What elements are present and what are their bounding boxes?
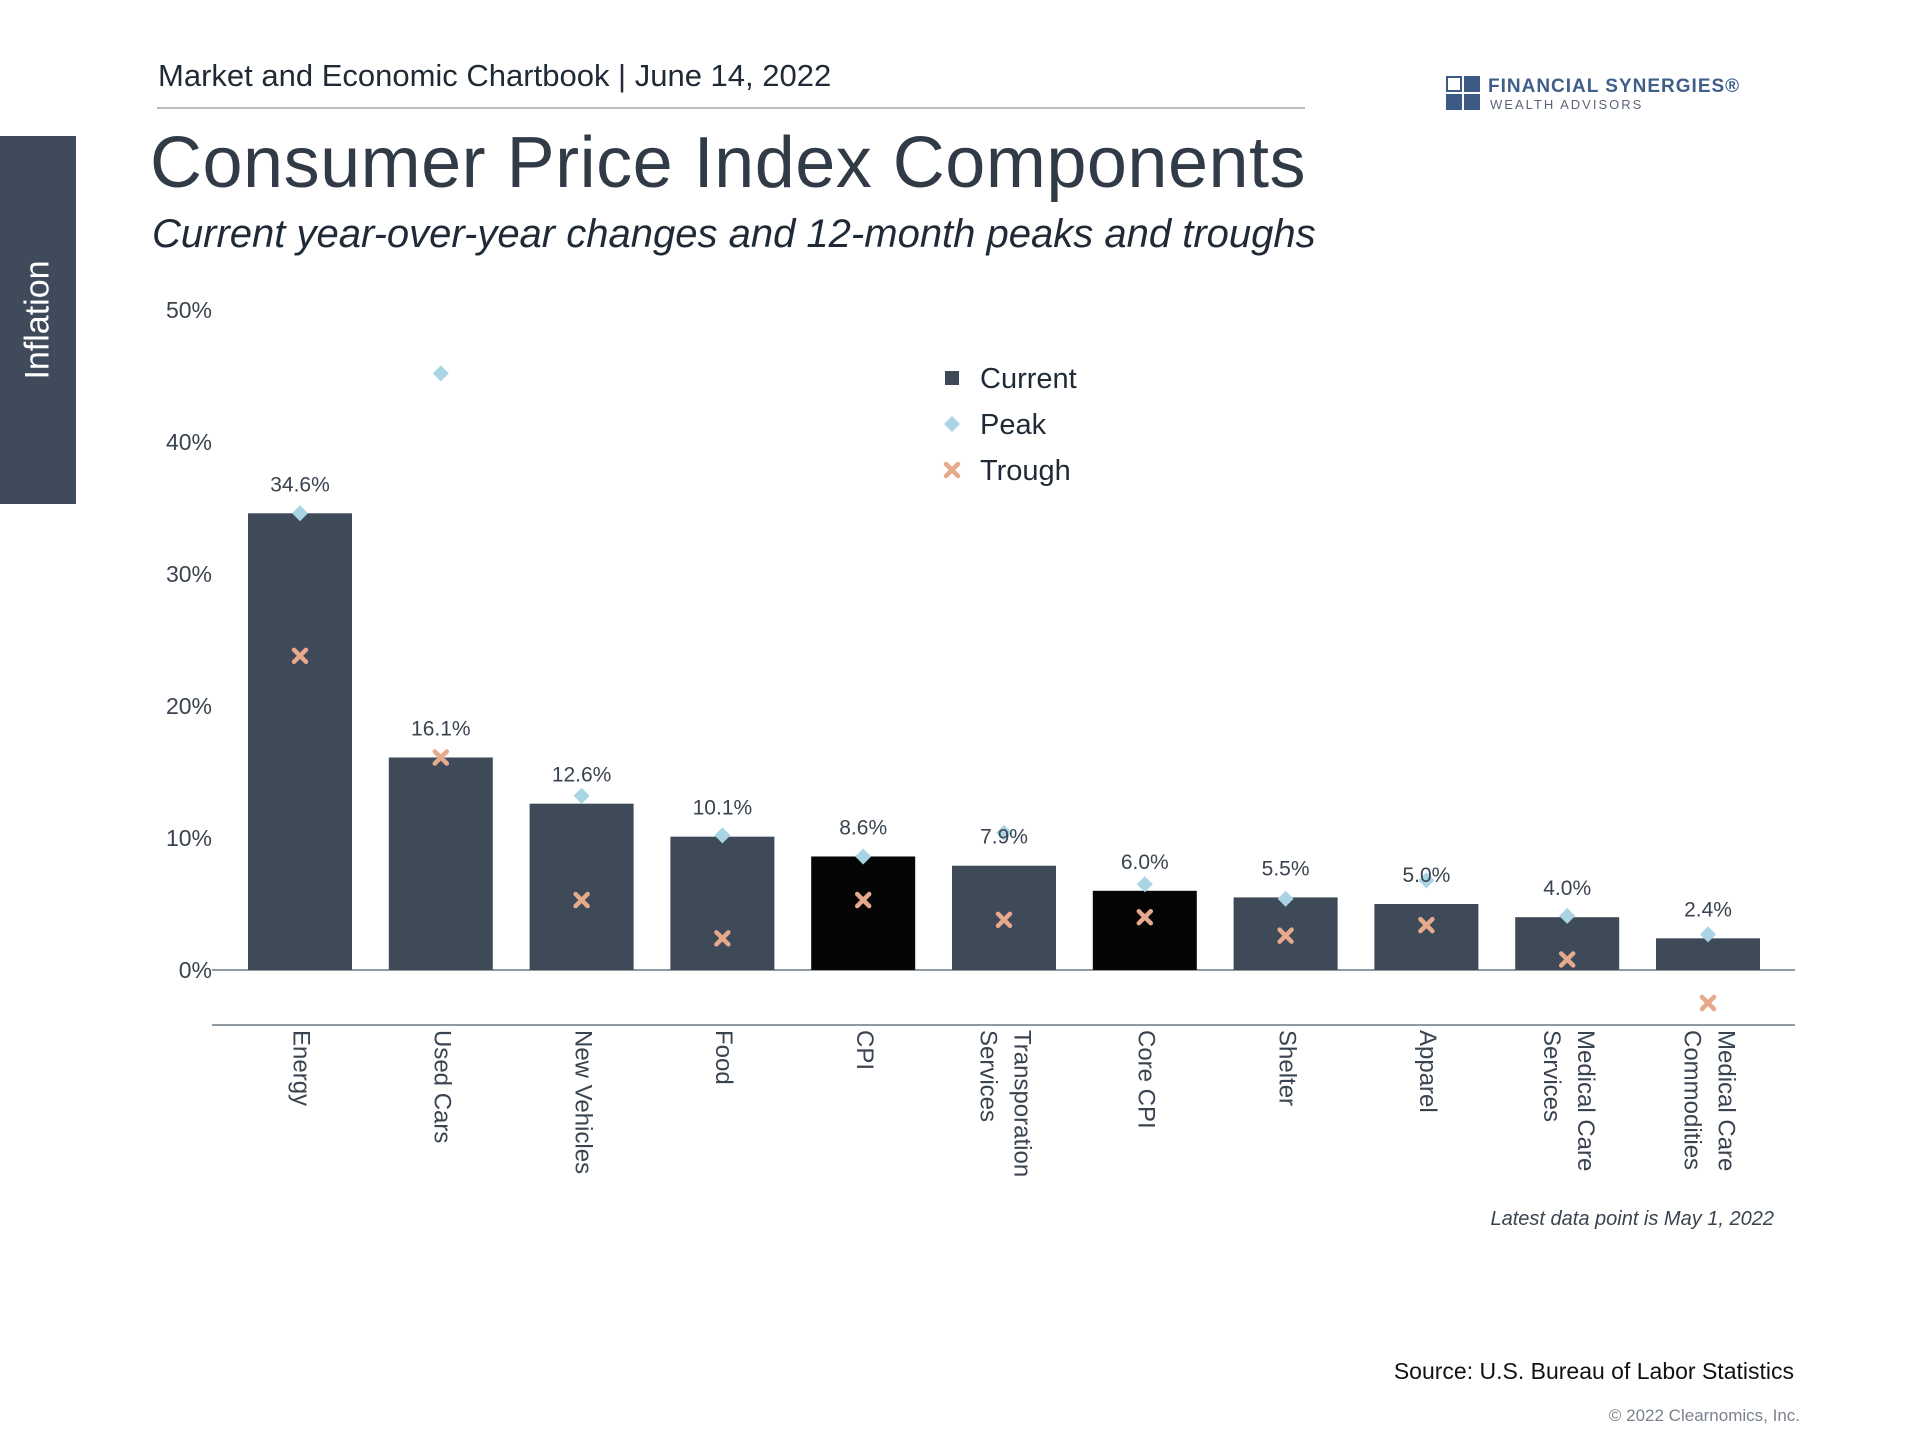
x-tick-label-shelter: Shelter (1273, 1030, 1300, 1106)
company-logo: FINANCIAL SYNERGIES® WEALTH ADVISORS (1446, 74, 1766, 114)
y-tick-label: 10% (166, 825, 212, 851)
peak-marker-used-cars (432, 365, 449, 382)
legend-swatch-trough (943, 461, 961, 479)
y-tick-label: 0% (179, 957, 212, 983)
y-tick-label: 50% (166, 297, 212, 323)
data-labels: 34.6% 16.1% 12.6% 10.1% 8.6% 7.9% 6.0% 5.5% 5.0%… (270, 473, 1732, 921)
copyright-text: © 2022 Clearnomics, Inc. (1608, 1406, 1800, 1425)
data-label-medical-care-services: 4.0% (1543, 877, 1591, 900)
bar-cpi (811, 856, 916, 970)
data-note: Latest data point is May 1, 2022 (1490, 1208, 1774, 1230)
x-tick-label-new-vehicles: New Vehicles (569, 1030, 596, 1174)
peak-marker-core-cpi (1136, 876, 1153, 893)
x-tick-label-energy: Energy (288, 1030, 315, 1106)
side-tab: Inflation (0, 136, 76, 504)
peak-marker-medical-care-commodities (1700, 926, 1716, 943)
x-tick-label-cpi: CPI (851, 1030, 878, 1070)
trough-marker-medical-care-commodities (1699, 994, 1717, 1012)
trough-marker-transporation-services (995, 911, 1013, 929)
y-tick-label: 20% (166, 693, 212, 719)
data-label-used-cars: 16.1% (411, 717, 471, 740)
header-divider (157, 107, 1305, 109)
x-tick-label-core-cpi: Core CPI (1132, 1030, 1159, 1129)
trough-stroke (573, 891, 590, 909)
legend-label-trough: Trough (980, 455, 1071, 487)
trough-marker-core-cpi (1136, 908, 1154, 926)
trough-marker-cpi (854, 891, 872, 909)
logo-mark-icon (1446, 76, 1480, 110)
trough-stroke (1418, 916, 1435, 934)
data-label-core-cpi: 6.0% (1121, 851, 1169, 874)
bar-food (670, 836, 775, 970)
trough-stroke (854, 891, 872, 909)
legend-swatch-current (945, 371, 959, 385)
x-tick-label-transporation-services: Services (975, 1030, 1002, 1122)
bar-used-cars (388, 757, 493, 970)
x-tick-label-used-cars: Used Cars (428, 1030, 455, 1143)
bar-apparel (1374, 904, 1479, 970)
y-tick-label: 30% (166, 561, 212, 587)
trough-marker-apparel (1418, 916, 1435, 934)
legend-label-peak: Peak (980, 409, 1047, 441)
bar-core-cpi (1092, 890, 1197, 970)
peak-marker-apparel (1418, 872, 1435, 889)
page-title: Consumer Price Index Components (150, 123, 1307, 203)
trough-stroke (1699, 994, 1717, 1012)
x-tick-label-medical-care-commodities: Medical Care (1713, 1030, 1740, 1171)
page-subtitle: Current year-over-year changes and 12-mo… (152, 212, 1316, 256)
data-label-apparel: 5.0% (1402, 864, 1450, 887)
trough-stroke (943, 461, 961, 479)
x-tick-label-medical-care-services: Medical Care (1572, 1030, 1599, 1171)
data-label-medical-care-commodities: 2.4% (1684, 898, 1732, 921)
peak-marker-food (714, 827, 731, 844)
legend: Current Peak Trough (943, 363, 1077, 487)
markers (291, 365, 1717, 1012)
trough-marker-medical-care-services (1558, 951, 1576, 968)
peak-marker-new-vehicles (573, 787, 590, 804)
x-tick-label-medical-care-commodities: Commodities (1679, 1030, 1706, 1170)
data-label-food: 10.1% (693, 797, 753, 820)
peak-marker-transporation-services (996, 824, 1012, 841)
peak-marker-cpi (855, 848, 872, 865)
trough-stroke (291, 647, 309, 665)
trough-stroke (1277, 927, 1294, 944)
trough-stroke (432, 749, 450, 766)
trough-marker-food (714, 930, 731, 947)
peak-marker-shelter (1277, 890, 1294, 907)
data-label-transporation-services: 7.9% (980, 826, 1028, 849)
data-label-cpi: 8.6% (839, 816, 887, 839)
x-axis: Energy Used Cars New Vehicles Food CPI Transp… (212, 1024, 1795, 1177)
logo-subtitle: WEALTH ADVISORS (1490, 97, 1644, 112)
peak-marker-medical-care-services (1559, 907, 1576, 924)
bar-new-vehicles (529, 803, 634, 970)
trough-marker-energy (291, 647, 309, 665)
peak-marker-energy (292, 505, 308, 522)
legend-label-current: Current (980, 363, 1077, 395)
logo-name: FINANCIAL SYNERGIES® (1488, 76, 1741, 97)
trough-stroke (995, 911, 1013, 929)
data-label-new-vehicles: 12.6% (552, 764, 612, 787)
trough-marker-new-vehicles (573, 891, 590, 909)
data-label-shelter: 5.5% (1262, 857, 1310, 880)
trough-marker-used-cars (432, 749, 450, 766)
data-label-energy: 34.6% (270, 473, 330, 496)
trough-stroke (1136, 908, 1154, 926)
x-tick-label-apparel: Apparel (1414, 1030, 1441, 1113)
bar-medical-care-commodities (1656, 938, 1760, 970)
trough-marker-shelter (1277, 927, 1294, 944)
bar-energy (248, 513, 352, 970)
y-tick-label: 40% (166, 429, 212, 455)
trough-stroke (714, 930, 731, 947)
source-text: Source: U.S. Bureau of Labor Statistics (1393, 1358, 1794, 1384)
header-text: Market and Economic Chartbook | June 14,… (158, 58, 832, 93)
x-tick-label-food: Food (710, 1030, 737, 1085)
legend-swatch-peak (944, 416, 960, 432)
x-tick-label-transporation-services: Transporation (1009, 1030, 1036, 1177)
bars (248, 513, 1760, 970)
x-tick-label-medical-care-services: Services (1538, 1030, 1565, 1122)
trough-stroke (1558, 951, 1576, 968)
